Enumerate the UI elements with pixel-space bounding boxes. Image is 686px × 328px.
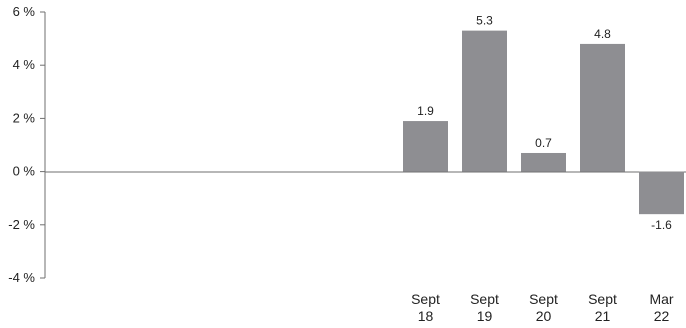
y-tick-label: 2 % [13,110,36,125]
category-label: Sept [470,291,499,307]
category-label: Sept [411,291,440,307]
y-tick-label: -2 % [8,217,35,232]
category-label: Sept [529,291,558,307]
bar [580,43,625,172]
bars-group [403,30,684,215]
category-label: 21 [595,308,611,324]
data-label: 1.9 [417,104,434,118]
data-label: 4.8 [594,27,611,41]
bar [462,30,507,172]
data-label: 0.7 [535,136,552,150]
category-label: 22 [654,308,670,324]
data-labels-group: 1.9 5.3 0.7 4.8 -1.6 [417,14,672,233]
bar [639,171,684,215]
y-axis-ticks: -4 % -2 % 0 % 2 % 4 % 6 % [8,4,45,285]
y-tick-label: 6 % [13,4,36,19]
category-label: 19 [477,308,493,324]
category-label: 18 [418,308,434,324]
bar [403,121,448,172]
y-tick-label: -4 % [8,270,35,285]
category-label: Sept [588,291,617,307]
y-tick-label: 4 % [13,57,36,72]
data-label: 5.3 [476,14,493,28]
category-label: 20 [536,308,552,324]
y-tick-label: 0 % [13,164,36,179]
bar [521,152,566,172]
data-label: -1.6 [651,218,672,232]
category-label: Mar [649,291,673,307]
